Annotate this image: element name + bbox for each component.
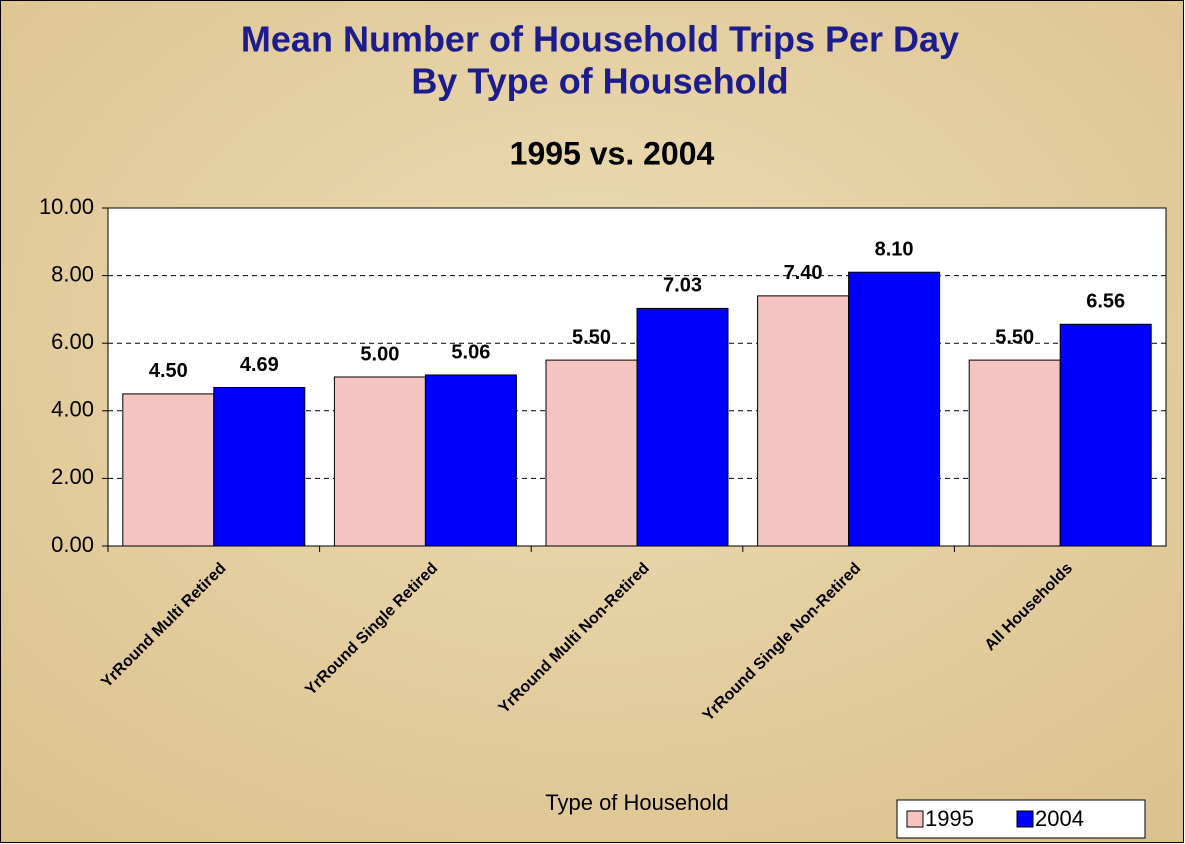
bar: [968, 359, 1061, 547]
y-tick-label: 2.00: [51, 464, 94, 489]
x-axis-label: Type of Household: [545, 790, 728, 815]
value-label: 5.00: [360, 343, 399, 365]
value-label: 5.50: [995, 326, 1034, 348]
value-label: 4.69: [240, 354, 279, 376]
chart-title: By Type of Household: [411, 61, 788, 102]
legend-swatch: [906, 810, 924, 828]
y-tick-label: 8.00: [51, 261, 94, 286]
y-tick-label: 4.00: [51, 397, 94, 422]
chart-title: Mean Number of Household Trips Per Day: [241, 19, 959, 60]
value-label: 5.06: [451, 341, 490, 363]
bar: [636, 307, 729, 547]
y-tick-label: 10.00: [39, 194, 94, 219]
value-label: 8.10: [875, 239, 914, 261]
bar: [213, 386, 306, 547]
legend-label: 1995: [925, 806, 974, 831]
value-label: 7.03: [663, 275, 702, 297]
bar: [848, 271, 941, 547]
legend-swatch: [1016, 810, 1034, 828]
y-tick-label: 0.00: [51, 532, 94, 557]
bar: [757, 295, 850, 547]
bar: [1059, 323, 1152, 547]
value-label: 4.50: [149, 360, 188, 382]
bar: [545, 359, 638, 547]
bar: [424, 374, 517, 547]
value-label: 5.50: [572, 326, 611, 348]
bar: [122, 393, 215, 547]
y-tick-label: 6.00: [51, 329, 94, 354]
legend-label: 2004: [1035, 806, 1084, 831]
chart-subtitle: 1995 vs. 2004: [510, 135, 715, 171]
value-label: 7.40: [784, 262, 823, 284]
bar: [333, 376, 426, 547]
value-label: 6.56: [1086, 291, 1125, 313]
